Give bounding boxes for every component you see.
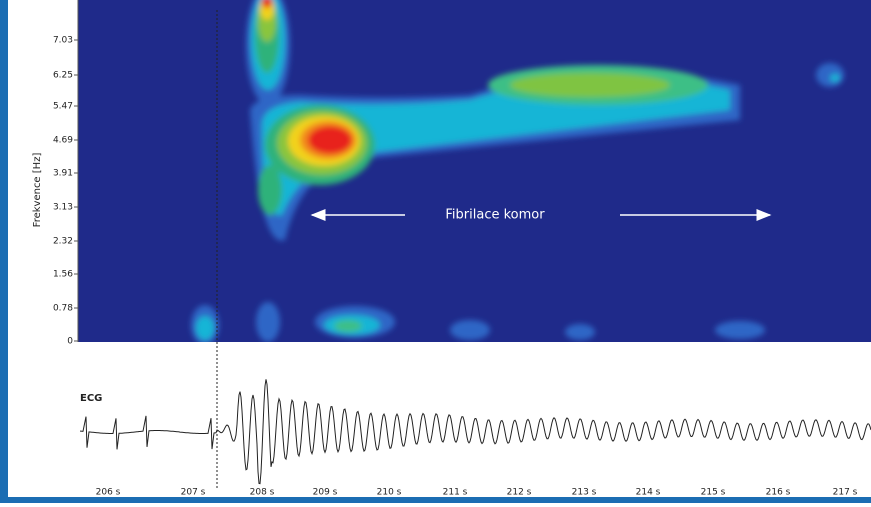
- x-tick-label: 211 s: [443, 488, 468, 498]
- annotation: Fibrilace komor: [445, 208, 545, 223]
- frame: [0, 0, 8, 503]
- spectrogram: [78, 0, 871, 342]
- y-tick-label: 3.13: [53, 203, 73, 213]
- x-tick-label: 215 s: [701, 488, 726, 498]
- x-tick-label: 210 s: [377, 488, 402, 498]
- x-tick-label: 206 s: [96, 488, 121, 498]
- y-tick-label: 3.91: [53, 169, 73, 179]
- x-tick-label: 217 s: [833, 488, 858, 498]
- y-tick-label: 2.32: [53, 237, 73, 247]
- y-tick-label: 0.78: [53, 304, 73, 314]
- y-tick-label: 7.03: [53, 36, 73, 46]
- y-axis-label: Frekvence [Hz]: [32, 153, 43, 228]
- x-tick-label: 207 s: [181, 488, 206, 498]
- x-tick-label: 208 s: [250, 488, 275, 498]
- x-tick-label: 209 s: [313, 488, 338, 498]
- frame: [0, 497, 871, 503]
- x-tick-label: 212 s: [507, 488, 532, 498]
- x-tick-label: 216 s: [766, 488, 791, 498]
- y-tick-label: 4.69: [53, 136, 73, 146]
- y-tick-label: 1.56: [53, 270, 73, 280]
- y-tick-label: 5.47: [53, 102, 73, 112]
- y-tick-label: 6.25: [53, 71, 73, 81]
- x-tick-label: 214 s: [636, 488, 661, 498]
- ecg-label: ECG: [80, 393, 102, 404]
- ecg-trace: [80, 379, 871, 485]
- x-tick-label: 213 s: [572, 488, 597, 498]
- y-tick-label: 0: [67, 337, 73, 347]
